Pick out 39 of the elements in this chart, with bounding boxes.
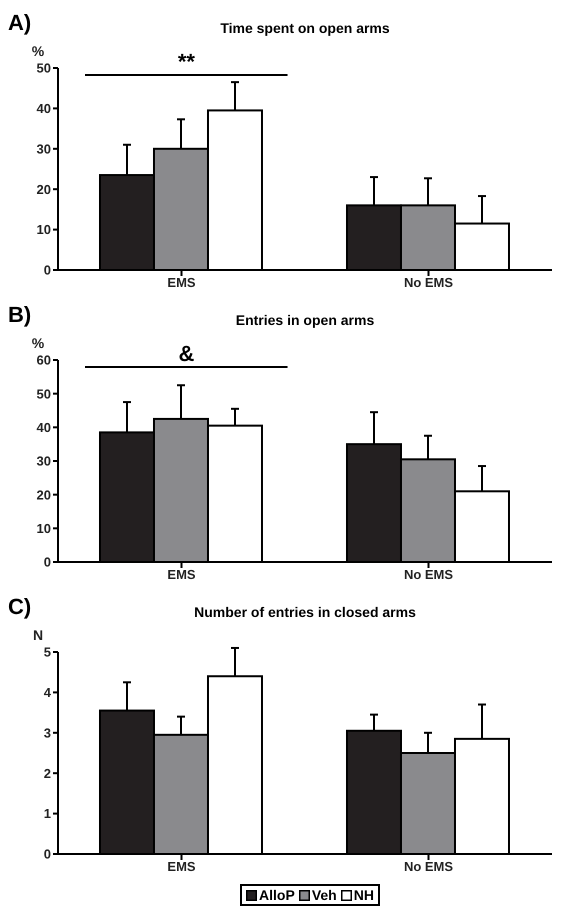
y-axis-title: N — [32, 627, 44, 643]
y-tick-label: 10 — [36, 520, 51, 536]
x-tick-label: No EMS — [404, 859, 454, 874]
x-tick-label: EMS — [167, 567, 196, 582]
y-tick-label: 40 — [36, 420, 51, 435]
y-tick-label: 50 — [36, 386, 51, 402]
x-tick-label: No EMS — [404, 275, 454, 290]
y-tick-label: 60 — [36, 352, 51, 368]
y-axis-title: % — [32, 335, 45, 351]
text: A) — [8, 10, 32, 36]
y-tick-label: 10 — [36, 222, 51, 238]
legend-label: AlloP — [259, 887, 295, 903]
y-tick-label: 2 — [44, 766, 51, 781]
text: B) — [8, 302, 32, 328]
y-tick-label: 4 — [44, 685, 52, 700]
y-tick-label: 20 — [36, 182, 51, 197]
y-tick-label: 40 — [36, 101, 51, 116]
y-tick-label: 3 — [44, 725, 51, 740]
text: C) — [8, 594, 32, 620]
y-tick-label: 30 — [36, 141, 51, 156]
y-tick-label: 30 — [36, 454, 51, 469]
y-tick-label: 0 — [44, 846, 51, 862]
y-tick-label: 50 — [36, 60, 51, 76]
legend-label: NH — [354, 887, 374, 903]
y-axis-title: % — [32, 43, 45, 59]
y-tick-label: 0 — [44, 554, 51, 570]
chart-title: Entries in open arms — [234, 312, 376, 328]
x-tick-label: EMS — [167, 275, 196, 290]
x-tick-label: No EMS — [404, 567, 454, 582]
y-tick-label: 1 — [44, 806, 51, 822]
x-tick-label: EMS — [167, 859, 196, 874]
y-tick-label: 5 — [44, 644, 51, 660]
legend-label: Veh — [312, 887, 337, 903]
y-tick-label: 0 — [44, 262, 51, 278]
annotation: & — [177, 341, 196, 366]
annotation: ** — [176, 49, 196, 74]
y-tick-label: 20 — [36, 487, 51, 502]
chart-title: Number of entries in closed arms — [193, 604, 417, 620]
chart-title: Time spent on open arms — [219, 20, 391, 36]
